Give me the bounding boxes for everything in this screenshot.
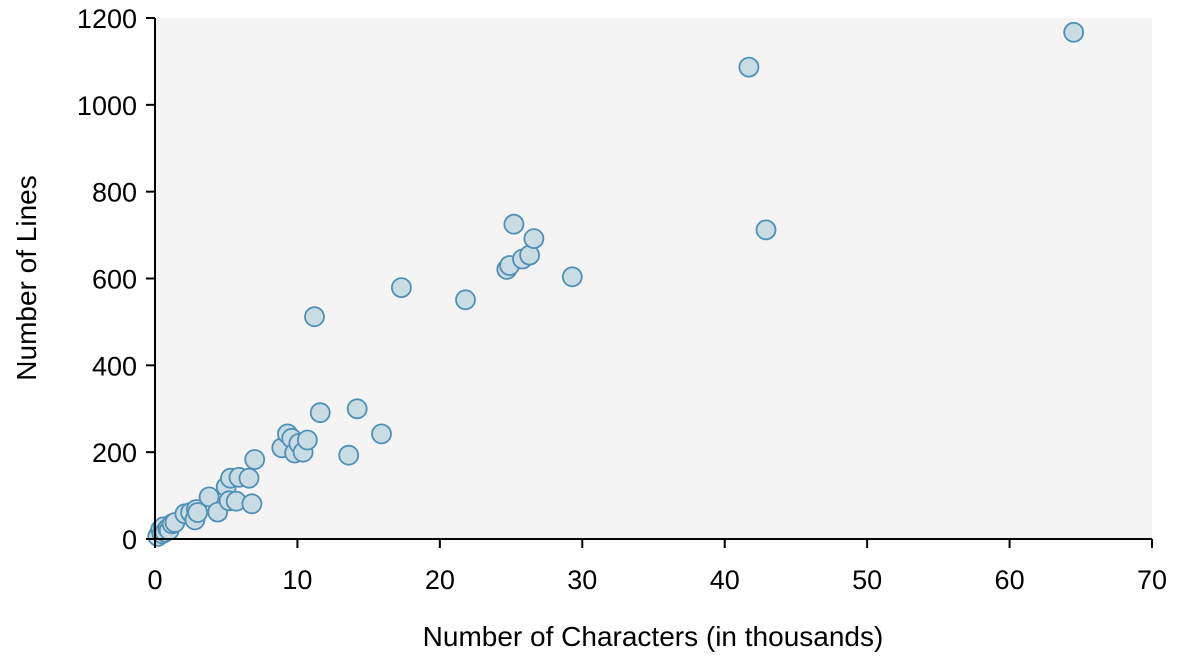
data-point	[238, 467, 260, 489]
x-tick-label: 70	[1137, 565, 1167, 595]
data-point	[304, 306, 325, 328]
x-axis-title: Number of Characters (in thousands)	[423, 621, 884, 652]
y-axis-ticks: 0 200 400 600 800 1000 1200	[77, 4, 155, 555]
y-axis-title: Number of Lines	[11, 175, 42, 380]
data-point	[503, 213, 525, 235]
x-tick-label: 30	[567, 565, 597, 595]
y-tick-label: 0	[122, 525, 137, 555]
y-tick-label: 1200	[77, 4, 137, 34]
y-tick-label: 1000	[77, 91, 137, 121]
data-point	[455, 289, 476, 311]
data-point	[371, 423, 392, 445]
data-point	[244, 449, 266, 470]
x-tick-label: 0	[147, 565, 162, 595]
data-point	[241, 493, 263, 515]
data-point	[346, 398, 368, 420]
x-tick-label: 20	[425, 565, 455, 595]
y-tick-label: 200	[92, 438, 137, 468]
x-tick-label: 40	[710, 565, 740, 595]
data-point	[309, 402, 331, 424]
plot-background	[155, 18, 1152, 539]
data-point	[755, 219, 777, 241]
y-tick-label: 400	[92, 351, 137, 381]
data-point	[561, 266, 583, 288]
data-point	[523, 228, 545, 250]
y-tick-label: 800	[92, 178, 137, 208]
data-points	[147, 21, 1085, 547]
y-tick-label: 600	[92, 265, 137, 295]
x-axis-ticks: 0 10 20 30 40 50 60 70	[147, 539, 1167, 595]
data-point	[1063, 21, 1085, 43]
data-point	[338, 444, 360, 466]
x-tick-label: 50	[852, 565, 882, 595]
x-tick-label: 60	[995, 565, 1025, 595]
data-point	[187, 502, 209, 523]
data-point	[296, 429, 318, 451]
x-tick-label: 10	[282, 565, 312, 595]
data-point	[390, 277, 412, 299]
data-point	[738, 56, 760, 78]
